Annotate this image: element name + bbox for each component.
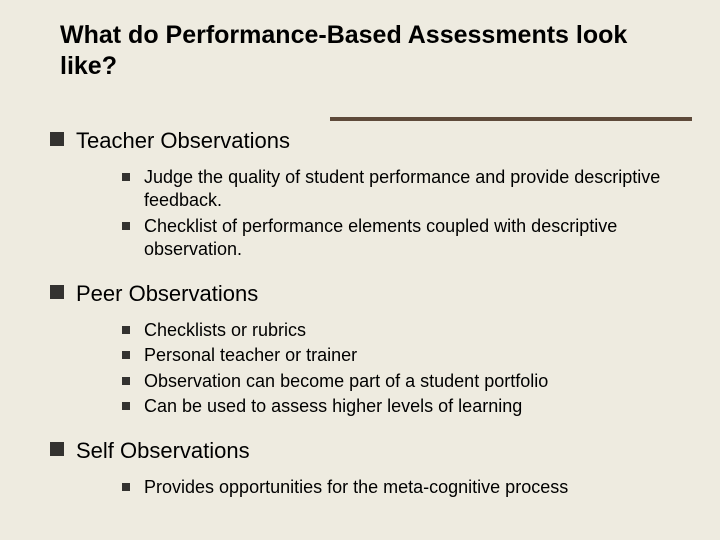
section-items: Checklists or rubrics Personal teacher o… <box>50 311 670 431</box>
slide-content: Teacher Observations Judge the quality o… <box>0 93 720 512</box>
list-item-text: Can be used to assess higher levels of l… <box>144 395 522 418</box>
list-item-text: Observation can become part of a student… <box>144 370 548 393</box>
list-item: Observation can become part of a student… <box>122 370 670 393</box>
square-bullet-icon <box>122 222 130 230</box>
section-heading: Self Observations <box>50 437 670 465</box>
list-item: Can be used to assess higher levels of l… <box>122 395 670 418</box>
list-item-text: Personal teacher or trainer <box>144 344 357 367</box>
section-items: Provides opportunities for the meta-cogn… <box>50 468 670 511</box>
title-underline <box>330 117 692 121</box>
list-item: Checklist of performance elements couple… <box>122 215 670 262</box>
list-item-text: Checklists or rubrics <box>144 319 306 342</box>
square-bullet-icon <box>50 285 64 299</box>
square-bullet-icon <box>122 402 130 410</box>
section-heading-text: Self Observations <box>76 437 250 465</box>
square-bullet-icon <box>50 132 64 146</box>
section-heading: Peer Observations <box>50 280 670 308</box>
list-item: Checklists or rubrics <box>122 319 670 342</box>
list-item: Provides opportunities for the meta-cogn… <box>122 476 670 499</box>
list-item: Judge the quality of student performance… <box>122 166 670 213</box>
slide-title: What do Performance-Based Assessments lo… <box>60 20 660 83</box>
square-bullet-icon <box>122 377 130 385</box>
list-item-text: Checklist of performance elements couple… <box>144 215 670 262</box>
title-block: What do Performance-Based Assessments lo… <box>0 20 720 93</box>
square-bullet-icon <box>122 173 130 181</box>
square-bullet-icon <box>50 442 64 456</box>
slide: What do Performance-Based Assessments lo… <box>0 0 720 540</box>
square-bullet-icon <box>122 351 130 359</box>
list-item-text: Provides opportunities for the meta-cogn… <box>144 476 568 499</box>
section-heading-text: Peer Observations <box>76 280 258 308</box>
square-bullet-icon <box>122 483 130 491</box>
section-heading-text: Teacher Observations <box>76 127 290 155</box>
list-item: Personal teacher or trainer <box>122 344 670 367</box>
section-items: Judge the quality of student performance… <box>50 158 670 274</box>
square-bullet-icon <box>122 326 130 334</box>
list-item-text: Judge the quality of student performance… <box>144 166 670 213</box>
section-heading: Teacher Observations <box>50 127 670 155</box>
